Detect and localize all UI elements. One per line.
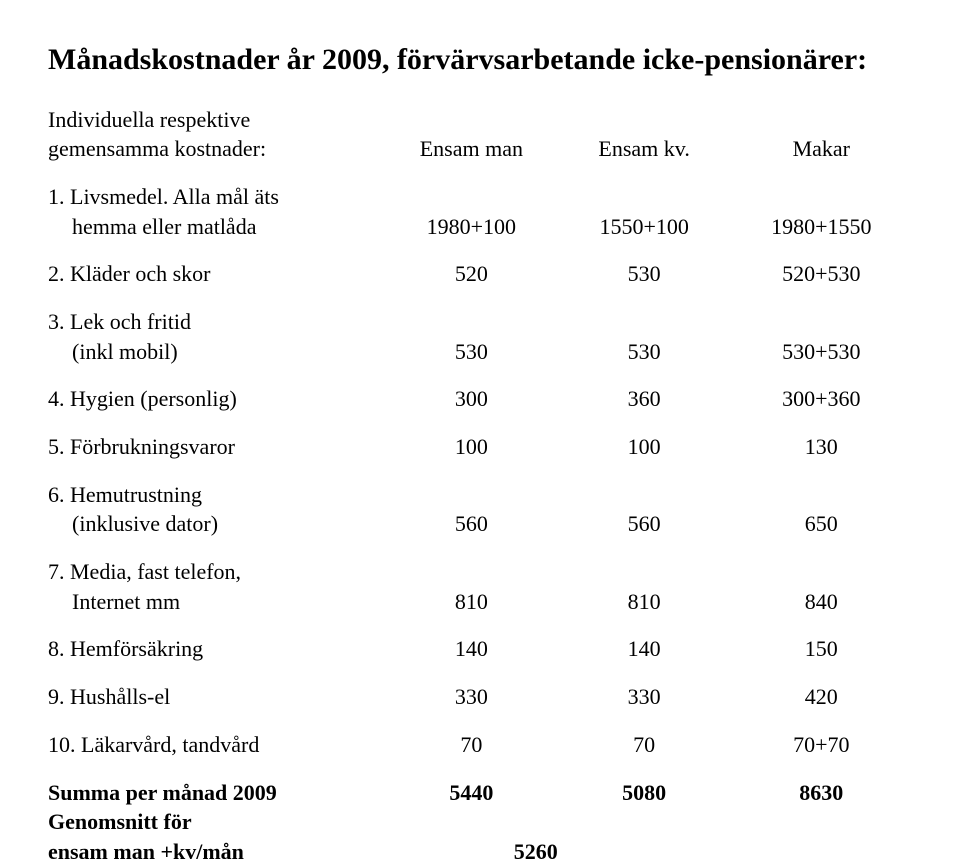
cell: 520+530	[731, 259, 912, 289]
average-row-1: Genomsnitt för	[48, 807, 912, 837]
row-label: 2. Kläder och skor	[48, 259, 385, 289]
cell: 1980+100	[385, 212, 558, 242]
column-header-1: Ensam man	[385, 134, 558, 164]
row-label: 8. Hemförsäkring	[48, 634, 385, 664]
summary-row: Summa per månad 2009 5440 5080 8630	[48, 778, 912, 808]
cell: 100	[558, 432, 731, 462]
table-row: hemma eller matlåda 1980+100 1550+100 19…	[48, 212, 912, 242]
table-row: (inklusive dator) 560 560 650	[48, 509, 912, 539]
row-label: 7. Media, fast telefon,	[48, 557, 385, 587]
intro-row-2: gemensamma kostnader: Ensam man Ensam kv…	[48, 134, 912, 164]
table-row: 4. Hygien (personlig) 300 360 300+360	[48, 384, 912, 414]
cell: 560	[558, 509, 731, 539]
cell: 330	[385, 682, 558, 712]
cell: 150	[731, 634, 912, 664]
cell: 840	[731, 587, 912, 617]
summary-cell: 8630	[731, 778, 912, 808]
cell: 330	[558, 682, 731, 712]
table-row: 6. Hemutrustning	[48, 480, 912, 510]
summary-cell: 5440	[385, 778, 558, 808]
summary-cell: 5080	[558, 778, 731, 808]
average-label: Genomsnitt för	[48, 807, 385, 837]
cell: 420	[731, 682, 912, 712]
table-row: 5. Förbrukningsvaror 100 100 130	[48, 432, 912, 462]
intro-line2: gemensamma kostnader:	[48, 134, 385, 164]
cell: 140	[558, 634, 731, 664]
row-label: 1. Livsmedel. Alla mål äts	[48, 182, 385, 212]
cell: 360	[558, 384, 731, 414]
row-label: 6. Hemutrustning	[48, 480, 385, 510]
cell: 300+360	[731, 384, 912, 414]
row-label: 9. Hushålls-el	[48, 682, 385, 712]
table-row: 7. Media, fast telefon,	[48, 557, 912, 587]
average-value: 5260	[385, 837, 558, 867]
row-label: 3. Lek och fritid	[48, 307, 385, 337]
average-label: ensam man +kv/mån	[48, 837, 385, 867]
cell: 1550+100	[558, 212, 731, 242]
cell: 520	[385, 259, 558, 289]
column-header-3: Makar	[731, 134, 912, 164]
table-row: 10. Läkarvård, tandvård 70 70 70+70	[48, 730, 912, 760]
cell: 560	[385, 509, 558, 539]
row-sublabel: Internet mm	[48, 587, 385, 617]
cell: 1980+1550	[731, 212, 912, 242]
page-title: Månadskostnader år 2009, förvärvsarbetan…	[48, 40, 912, 81]
row-label: 10. Läkarvård, tandvård	[48, 730, 385, 760]
table-row: 1. Livsmedel. Alla mål äts	[48, 182, 912, 212]
table-row: 3. Lek och fritid	[48, 307, 912, 337]
cell: 70+70	[731, 730, 912, 760]
intro-row-1: Individuella respektive	[48, 105, 912, 135]
table-row: 2. Kläder och skor 520 530 520+530	[48, 259, 912, 289]
cell: 650	[731, 509, 912, 539]
column-header-2: Ensam kv.	[558, 134, 731, 164]
table-row: Internet mm 810 810 840	[48, 587, 912, 617]
costs-table: Individuella respektive gemensamma kostn…	[48, 105, 912, 867]
cell: 530	[558, 259, 731, 289]
cell: 530	[385, 337, 558, 367]
table-row: (inkl mobil) 530 530 530+530	[48, 337, 912, 367]
cell: 300	[385, 384, 558, 414]
cell: 70	[385, 730, 558, 760]
cell: 100	[385, 432, 558, 462]
summary-label: Summa per månad 2009	[48, 778, 385, 808]
cell: 530+530	[731, 337, 912, 367]
row-sublabel: hemma eller matlåda	[48, 212, 385, 242]
average-row-2: ensam man +kv/mån 5260	[48, 837, 912, 867]
intro-line1: Individuella respektive	[48, 105, 385, 135]
cell: 140	[385, 634, 558, 664]
table-row: 8. Hemförsäkring 140 140 150	[48, 634, 912, 664]
cell: 530	[558, 337, 731, 367]
row-label: 5. Förbrukningsvaror	[48, 432, 385, 462]
table-row: 9. Hushålls-el 330 330 420	[48, 682, 912, 712]
cell: 810	[558, 587, 731, 617]
cell: 70	[558, 730, 731, 760]
row-label: 4. Hygien (personlig)	[48, 384, 385, 414]
cell: 130	[731, 432, 912, 462]
row-sublabel: (inklusive dator)	[48, 509, 385, 539]
row-sublabel: (inkl mobil)	[48, 337, 385, 367]
cell: 810	[385, 587, 558, 617]
